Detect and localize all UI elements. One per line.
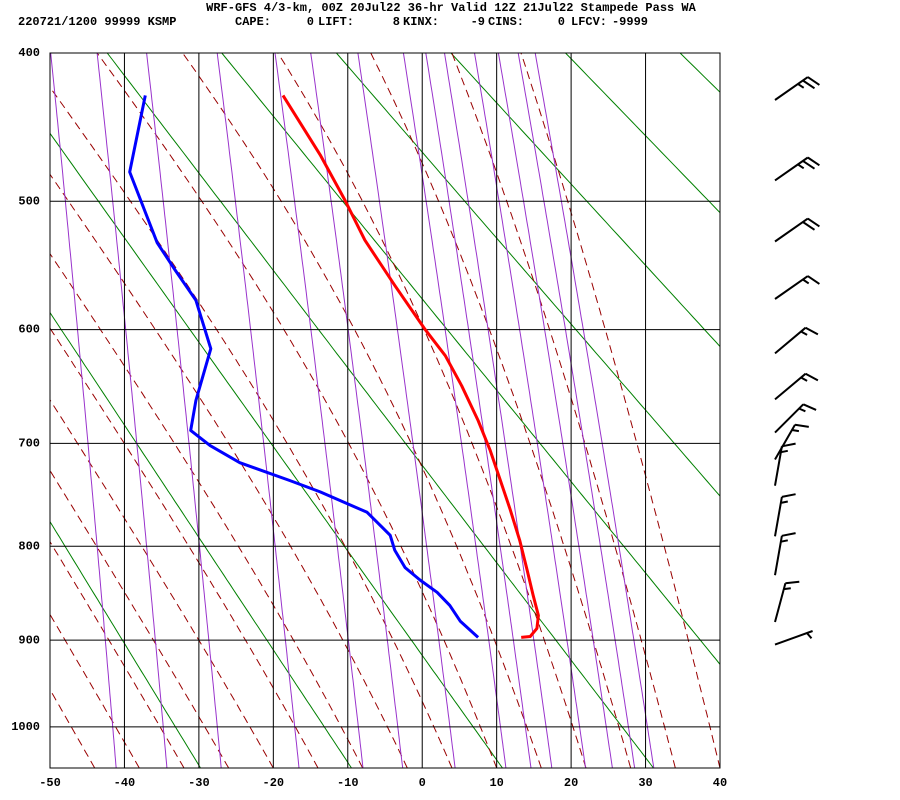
background-lines: [50, 53, 720, 768]
mixing-ratio-line: [216, 53, 300, 768]
mixing-ratio-line: [274, 53, 364, 768]
y-tick-label: 400: [18, 46, 40, 60]
index-label: CAPE:: [235, 15, 271, 29]
y-tick-label: 1000: [11, 720, 40, 734]
dry-adiabat: [336, 53, 720, 497]
x-tick-label: 0: [419, 776, 426, 790]
x-tick-label: 40: [713, 776, 727, 790]
y-tick-label: 900: [18, 633, 40, 647]
x-tick-label: -20: [263, 776, 285, 790]
mixing-ratio-line: [146, 53, 222, 768]
x-tick-label: -40: [114, 776, 136, 790]
chart-title: WRF-GFS 4/3-km, 00Z 20Jul22 36-hr Valid …: [206, 1, 696, 15]
mixing-ratio-line: [402, 53, 507, 768]
moist-adiabat: [277, 53, 587, 768]
mixing-ratio-line: [474, 53, 587, 768]
moist-adiabat: [50, 613, 140, 768]
wind-barb: [774, 493, 796, 537]
plot-frame: [49, 52, 721, 769]
moist-adiabat: [50, 173, 408, 768]
wind-barb: [774, 275, 820, 300]
wind-barb: [774, 580, 800, 623]
dry-adiabat: [50, 311, 352, 768]
y-tick-label: 700: [18, 437, 40, 451]
profile-line: [128, 95, 480, 639]
moist-adiabat: [50, 469, 230, 768]
wind-barb: [774, 532, 796, 576]
x-tick-label: -50: [39, 776, 61, 790]
wind-barb: [774, 372, 819, 401]
index-value: 0: [558, 15, 565, 29]
moist-adiabat: [182, 53, 542, 768]
dry-adiabat: [50, 132, 503, 768]
index-label: CINS:: [488, 15, 524, 29]
mixing-ratio-line: [534, 53, 655, 768]
index-value: 8: [393, 15, 400, 29]
index-label: LFCV:: [571, 15, 607, 29]
wind-barb: [774, 217, 820, 243]
index-label: LIFT:: [318, 15, 354, 29]
wind-barb: [774, 442, 796, 486]
dry-adiabat: [50, 520, 201, 768]
mixing-ratio-line: [96, 53, 168, 768]
y-tick-label: 500: [18, 194, 40, 208]
x-tick-label: 30: [638, 776, 652, 790]
mixing-ratio-line: [50, 53, 117, 768]
y-tick-label: 800: [18, 539, 40, 553]
moist-adiabat: [451, 53, 676, 768]
moist-adiabat: [50, 327, 319, 768]
profile-line: [281, 94, 540, 639]
moist-adiabat: [370, 53, 632, 768]
moist-adiabat: [50, 86, 453, 768]
wind-barb: [774, 326, 819, 355]
wind-barb: [774, 156, 820, 182]
wind-barb: [774, 76, 820, 101]
index-value: 0: [307, 15, 314, 29]
index-value: -9: [471, 15, 485, 29]
x-tick-label: -30: [188, 776, 210, 790]
moist-adiabat: [96, 53, 498, 768]
wind-barb: [774, 423, 809, 460]
index-label: KINX:: [403, 15, 439, 29]
y-tick-label: 600: [18, 323, 40, 337]
wind-barb: [774, 403, 817, 434]
mixing-ratio-line: [357, 53, 456, 768]
x-tick-label: -10: [337, 776, 359, 790]
mixing-ratio-line: [425, 53, 532, 768]
moist-adiabat: [50, 398, 274, 768]
station-label: 220721/1200 99999 KSMP: [18, 15, 176, 29]
index-value: -9999: [612, 15, 648, 29]
dry-adiabat: [106, 53, 654, 768]
mixing-ratio-line: [517, 53, 636, 768]
mixing-ratio-line: [444, 53, 553, 768]
x-tick-label: 20: [564, 776, 578, 790]
wind-barb: [774, 630, 813, 646]
mixing-ratio-line: [310, 53, 404, 768]
mixing-ratio-line: [497, 53, 613, 768]
moist-adiabat: [50, 540, 185, 768]
dry-adiabat: [450, 53, 720, 348]
x-tick-label: 10: [489, 776, 503, 790]
